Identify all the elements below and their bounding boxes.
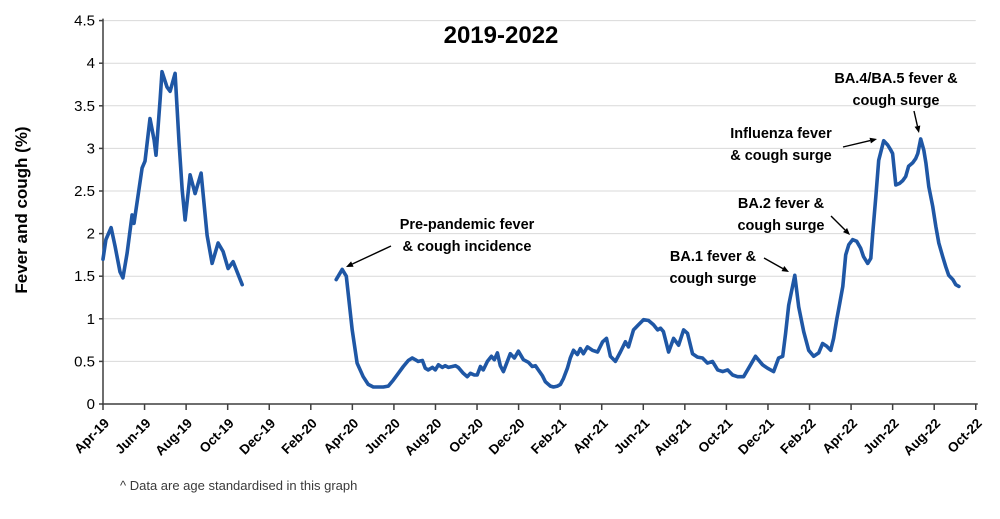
- x-tick-label: Apr-19: [71, 416, 112, 457]
- x-tick-label: Aug-22: [900, 416, 943, 459]
- annotation-line: cough surge: [737, 218, 825, 234]
- y-tick-label: 2.5: [74, 183, 95, 200]
- annotation-line: BA.2 fever &: [737, 196, 825, 212]
- x-tick-label: Apr-22: [819, 416, 860, 457]
- annotation-arrow-ba1: [763, 257, 784, 270]
- x-tick-label: Feb-22: [777, 416, 818, 457]
- annotation-arrowhead-ba1: [781, 266, 789, 272]
- annotation-arrow-ba2: [830, 215, 846, 231]
- y-axis-title: Fever and cough (%): [12, 126, 31, 294]
- annotation-ba4-ba5: BA.4/BA.5 fever & cough surge: [834, 68, 957, 112]
- y-tick-label: 0: [87, 396, 95, 413]
- y-tick-label: 1.5: [74, 268, 95, 285]
- annotation-line: BA.4/BA.5 fever &: [834, 71, 958, 87]
- data-line-segment: [101, 69, 244, 287]
- annotation-line: cough surge: [852, 93, 940, 109]
- annotation-arrowhead-pre-pandemic: [346, 261, 354, 267]
- y-tick-label: 0.5: [74, 353, 95, 370]
- x-tick-label: Dec-19: [236, 416, 278, 458]
- annotation-line: Pre-pandemic fever: [399, 217, 535, 233]
- y-tick-label: 4.5: [74, 13, 95, 30]
- x-tick-label: Apr-21: [570, 415, 611, 456]
- data-line-segment: [334, 137, 961, 389]
- annotation-ba1: BA.1 fever & cough surge: [669, 246, 756, 290]
- annotation-arrow-pre-pandemic: [352, 245, 392, 265]
- chart-title: 2019-2022: [443, 22, 559, 49]
- x-tick-label: Aug-21: [651, 415, 694, 458]
- x-tick-label: Jun-19: [112, 416, 153, 457]
- x-tick-label: Feb-21: [528, 415, 570, 457]
- annotation-ba2: BA.2 fever & cough surge: [737, 193, 824, 237]
- x-tick-label: Oct-20: [446, 416, 486, 456]
- annotation-influenza: Influenza fever & cough surge: [730, 123, 832, 167]
- annotation-line: Influenza fever: [730, 126, 832, 142]
- x-tick-label: Jun-22: [860, 416, 901, 457]
- footnote: ^ Data are age standardised in this grap…: [120, 478, 358, 493]
- x-tick-label: Dec-20: [486, 416, 528, 458]
- x-tick-label: Feb-20: [279, 416, 320, 457]
- annotation-arrow-influenza: [842, 139, 871, 148]
- y-tick-label: 1: [87, 311, 95, 328]
- annotation-pre-pandemic: Pre-pandemic fever & cough incidence: [400, 214, 535, 258]
- annotation-line: cough surge: [669, 271, 757, 287]
- annotation-line: & cough incidence: [402, 239, 532, 255]
- x-tick-label: Jun-20: [362, 416, 403, 457]
- y-tick-label: 2: [87, 226, 95, 243]
- y-tick-label: 4: [87, 55, 95, 72]
- x-tick-label: Apr-20: [321, 416, 362, 457]
- y-tick-label: 3.5: [74, 98, 95, 115]
- x-tick-label: Oct-21: [695, 415, 736, 456]
- x-tick-label: Dec-21: [735, 415, 777, 457]
- annotation-arrowhead-influenza: [869, 137, 877, 144]
- x-tick-label: Aug-20: [402, 416, 445, 459]
- x-tick-label: Jun-21: [611, 415, 653, 457]
- y-tick-label: 3: [87, 140, 95, 157]
- x-tick-label: Aug-19: [152, 416, 195, 459]
- annotation-line: & cough surge: [730, 148, 832, 164]
- annotation-arrowhead-ba2: [843, 228, 850, 235]
- annotation-arrowhead-ba4-ba5: [914, 125, 921, 133]
- annotation-arrow-ba4-ba5: [913, 110, 919, 127]
- x-tick-label: Oct-22: [945, 416, 985, 456]
- x-tick-label: Oct-19: [196, 416, 236, 456]
- annotation-line: BA.1 fever &: [669, 249, 757, 265]
